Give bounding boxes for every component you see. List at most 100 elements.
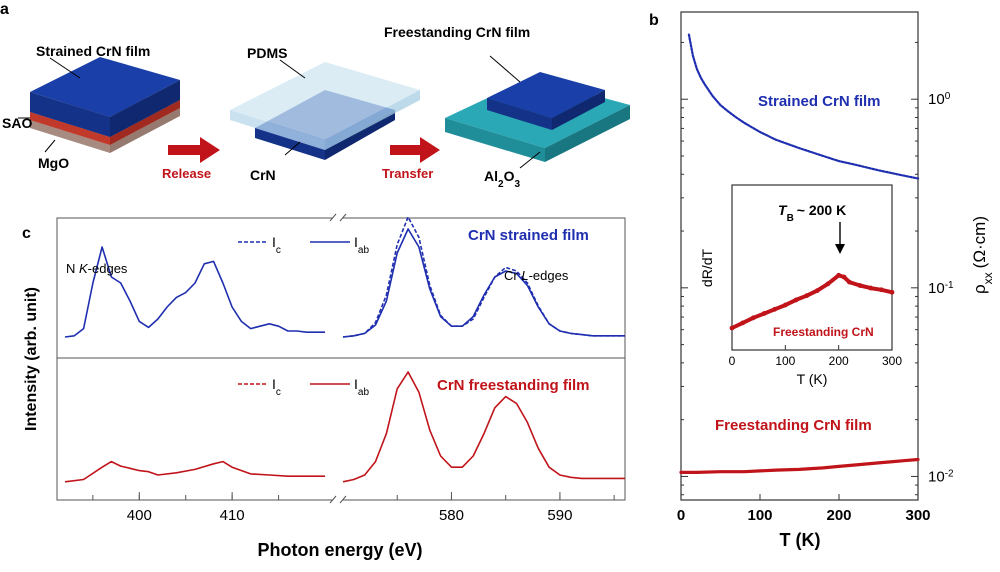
- n-k-pre: N: [66, 261, 79, 276]
- label-al2o3: Al2O3: [484, 168, 520, 190]
- inset-point: [846, 279, 852, 285]
- transfer-arrow-icon: [390, 137, 440, 163]
- b-series-freestanding: [679, 457, 920, 474]
- panel-b-letter: b: [649, 12, 659, 29]
- inset-xtick-label-2: 200: [829, 354, 849, 368]
- break-bottom-mask: [333, 494, 343, 506]
- b-xtick-label-1: 100: [747, 507, 772, 524]
- b-xtick-label-2: 200: [826, 507, 851, 524]
- inset-point: [825, 281, 831, 287]
- panel-c-ticks: 400 410 580 590: [92, 492, 615, 524]
- inset-point: [782, 302, 788, 308]
- tb-main: T: [778, 202, 788, 218]
- c-xtick-left-label-0: 400: [127, 507, 152, 524]
- iab-main-free: I: [354, 376, 358, 392]
- panel-a: a Strained CrN film SAO MgO Release: [0, 1, 630, 190]
- ic-sub: c: [276, 245, 281, 256]
- b-xtick-label-0: 0: [677, 507, 685, 524]
- strained-pointer: [49, 57, 81, 79]
- al2o3-pointer: [519, 151, 541, 169]
- mgo-front: [30, 120, 110, 153]
- crn-front: [30, 92, 110, 137]
- break-top-2: [339, 213, 347, 222]
- break-bottom-1: [329, 495, 337, 504]
- inset-point: [868, 285, 874, 291]
- inset-point: [814, 288, 820, 293]
- rho-unit: (Ω·cm): [970, 216, 989, 268]
- c-strained-iab-nk: [64, 246, 325, 338]
- inset-xtick-label-0: 0: [729, 354, 736, 368]
- panel-b: b 0 100 200 300 100 10-1 10-2 Strained CrN fil…: [649, 11, 995, 550]
- label-sao: SAO: [2, 115, 32, 131]
- rho-symbol: ρ: [970, 284, 989, 294]
- crn-top: [30, 57, 180, 117]
- pdms-side: [325, 90, 420, 150]
- pdms-pointer: [279, 59, 306, 79]
- rho-sub: xx: [981, 272, 995, 284]
- label-crn-freestanding-film: CrN freestanding film: [437, 377, 590, 394]
- panel-c-curves: [64, 216, 625, 483]
- tb-rest: ~ 200 K: [797, 202, 846, 218]
- strained-stack-illustration: [18, 57, 180, 153]
- panel-b-curves: [679, 33, 920, 474]
- break-top-1: [329, 213, 337, 222]
- c-free-iab-nk: [64, 460, 325, 483]
- al2o3-front: [445, 118, 545, 162]
- mgo-side: [110, 108, 180, 153]
- c-strained-iab-crl: [342, 228, 625, 338]
- crn-free-top: [487, 72, 605, 118]
- n-k-italic: K: [79, 261, 89, 276]
- iab-main: I: [354, 234, 358, 250]
- label-release: Release: [162, 166, 211, 181]
- panel-b-xlabel: T (K): [780, 530, 821, 550]
- c-xtick-left-label-1: 410: [220, 507, 245, 524]
- inset-ticks: 0 100 200 300: [729, 345, 902, 368]
- inset-point: [836, 272, 842, 278]
- inset-xtick-label-1: 100: [775, 354, 795, 368]
- panel-b-frame: [680, 11, 919, 501]
- panel-b-ticks: 0 100 200 300 100 10-1 10-2: [677, 41, 954, 524]
- freestanding-pointer: [489, 55, 521, 83]
- c-xtick-right-label-0: 580: [439, 507, 464, 524]
- crn-free-front: [487, 98, 552, 130]
- legend-iab-free: Iab: [354, 376, 369, 398]
- sao-front: [30, 112, 110, 145]
- inset-point: [841, 274, 847, 280]
- inset-point: [729, 325, 735, 331]
- al2o3-o: O: [504, 168, 515, 184]
- legend-ic-free: Ic: [272, 376, 281, 398]
- b-ytick-label-2: 10-2: [928, 468, 954, 486]
- al2o3-al: Al: [484, 168, 498, 184]
- panel-c-letter: c: [22, 225, 31, 242]
- inset-point: [761, 311, 767, 316]
- label-cr-l-edges: Cr L-edges: [504, 268, 569, 283]
- freestanding-stack-illustration: [445, 55, 630, 169]
- pdms-top: [230, 62, 420, 140]
- inset-annotation: TB ~ 200 K: [778, 202, 846, 224]
- sao-side: [110, 100, 180, 145]
- inset-arrow-head-icon: [835, 244, 845, 254]
- cr-l-italic: L: [521, 268, 528, 283]
- break-bottom-2: [339, 495, 347, 504]
- inset-point: [878, 287, 884, 293]
- inset-legend: Freestanding CrN: [773, 325, 874, 339]
- inset-point: [740, 320, 746, 326]
- panel-b-ylabel: ρxx (Ω·cm): [970, 216, 995, 294]
- c-strained-ic-crl: [342, 216, 625, 338]
- n-k-post: -edges: [88, 261, 128, 276]
- iab-sub-free: ab: [358, 387, 370, 398]
- label-strained-crn: Strained CrN film: [36, 43, 150, 59]
- label-b-strained: Strained CrN film: [758, 93, 881, 110]
- crn-pointer: [284, 141, 301, 156]
- panel-c-xlabel: Photon energy (eV): [257, 540, 422, 560]
- al2o3-sub2: 3: [514, 179, 520, 190]
- inset-point: [793, 297, 799, 303]
- label-b-freestanding: Freestanding CrN film: [715, 417, 872, 434]
- inset-point: [804, 293, 810, 299]
- c-free-iab-crl: [342, 371, 625, 483]
- crn-released-side: [325, 110, 395, 160]
- panel-c: c 400 410 580 590 N K-edges Cr L-edges CrN …: [22, 212, 626, 560]
- iab-sub: ab: [358, 245, 370, 256]
- inset-point: [772, 306, 778, 312]
